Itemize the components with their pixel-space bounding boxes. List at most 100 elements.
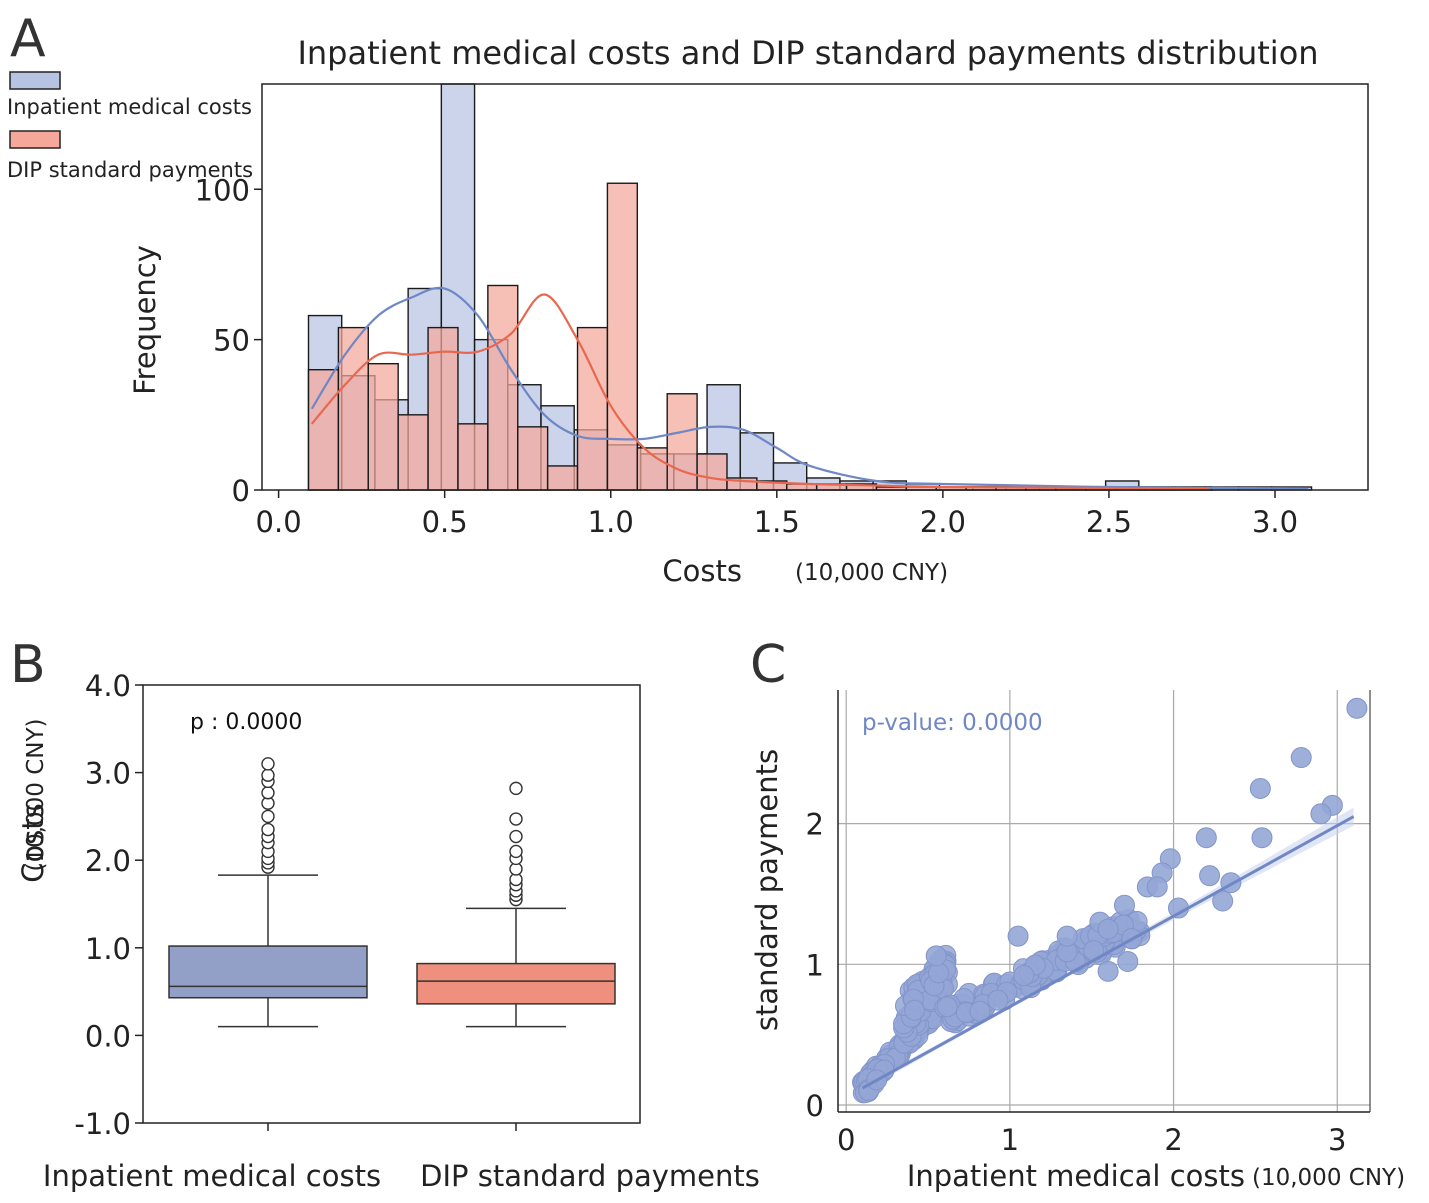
- boxplot-p-annotation: p : 0.0000: [190, 710, 302, 735]
- histogram-bar-dip: [487, 284, 519, 491]
- histogram-x-tick-label: 3.0: [1252, 505, 1298, 539]
- scatter-x-unit: (10,000 CNY): [1252, 1165, 1405, 1191]
- histogram-bar-dip: [606, 182, 639, 491]
- histogram-y-tick-label: 0: [232, 474, 250, 508]
- scatter-point: [1346, 697, 1368, 719]
- scatter-point: [925, 945, 947, 967]
- scatter-point: [1212, 890, 1234, 912]
- histogram-bar-dip: [367, 362, 399, 491]
- boxplot-outlier-inpatient: [261, 768, 275, 782]
- scatter-point: [1310, 803, 1332, 825]
- boxplot-x-ticks: Inpatient medical costs DIP standard pay…: [43, 1123, 760, 1193]
- histogram-bar-dip: [666, 393, 698, 491]
- panel-letter-b: B: [10, 635, 46, 695]
- regression-line: [861, 815, 1355, 1090]
- boxplot-outlier-dip: [509, 781, 523, 796]
- scatter-x-tick-label: 1: [1001, 1123, 1019, 1157]
- scatter-y-tick-label: 1: [806, 948, 824, 982]
- scatter-x-tick-label: 2: [1164, 1123, 1182, 1157]
- histogram-plot-frame: [261, 83, 1369, 491]
- scatter-point: [987, 989, 1009, 1011]
- scatter-p-annotation: p-value: 0.0000: [862, 710, 1043, 736]
- histogram-x-unit: (10,000 CNY): [795, 560, 948, 586]
- scatter-point: [1056, 925, 1078, 947]
- histogram-kde-lines: [310, 286, 1309, 490]
- histogram-bar-dip: [696, 453, 728, 491]
- panel-b: B -1.0 0.0 1.0 2.0 3.0 4.0 Inpatient medical …: [10, 635, 760, 1193]
- histogram-bars: [307, 83, 1313, 491]
- scatter-point: [1097, 918, 1119, 940]
- boxplot-box-inpatient: [168, 945, 368, 999]
- histogram-y-tick-label: 50: [213, 324, 250, 358]
- scatter-y-ticks: 0 1 2: [806, 808, 824, 1123]
- histogram-bar-dip: [397, 414, 429, 491]
- histogram-x-label: Costs: [662, 554, 742, 588]
- scatter-point: [1195, 827, 1217, 849]
- boxplot-outlier-inpatient: [261, 757, 275, 771]
- histogram-title: Inpatient medical costs and DIP standard…: [297, 34, 1318, 72]
- scatter-point: [1199, 865, 1221, 887]
- panel-letter-a: A: [10, 9, 46, 69]
- scatter-x-label: Inpatient medical costs: [907, 1159, 1245, 1193]
- boxplot-outlier-inpatient: [261, 809, 275, 824]
- histogram-bar-dip: [546, 465, 579, 491]
- scatter-point: [1097, 960, 1119, 982]
- histogram-bar-dip: [517, 426, 549, 491]
- histogram-y-tick-label: 100: [195, 173, 250, 207]
- panel-letter-c: C: [750, 635, 786, 695]
- scatter-point: [1249, 777, 1271, 799]
- boxplot-plot-frame: [142, 684, 641, 1124]
- histogram-x-tick-label: 1.5: [754, 505, 800, 539]
- kde-line-inpatient: [310, 286, 1309, 490]
- scatter-y-label: standard payments: [750, 749, 784, 1031]
- histogram-bar-dip: [337, 326, 369, 491]
- legend-label-inpatient: Inpatient medical costs: [7, 95, 252, 119]
- scatter-point: [1007, 925, 1029, 947]
- histogram-y-label: Frequency: [128, 245, 162, 395]
- boxplot-y-tick-label: 3.0: [85, 757, 131, 791]
- boxplot-y-tick-label: 4.0: [85, 669, 131, 703]
- histogram-x-tick-label: 1.0: [588, 505, 634, 539]
- boxplot-y-ticks: -1.0 0.0 1.0 2.0 3.0 4.0: [74, 669, 143, 1141]
- scatter-point: [1251, 827, 1273, 849]
- boxplot-outlier-inpatient: [261, 822, 275, 837]
- panel-c: C 0 1 2 3 0 1 2 p-value: 0.0000 standard paym…: [750, 635, 1405, 1193]
- boxplot-y-tick-label: -1.0: [74, 1107, 131, 1141]
- legend-swatch-inpatient: [9, 71, 61, 90]
- boxplot-outlier-dip: [509, 812, 523, 826]
- boxplot-y-label: Costs: [16, 803, 50, 883]
- legend-swatch-dip: [9, 130, 61, 149]
- scatter-points: [852, 697, 1368, 1104]
- scatter-point: [1013, 965, 1035, 987]
- histogram-x-ticks: 0.0 0.5 1.0 1.5 2.0 2.5 3.0: [256, 490, 1298, 539]
- scatter-y-tick-label: 0: [806, 1089, 824, 1123]
- scatter-x-tick-label: 3: [1328, 1123, 1346, 1157]
- legend-label-dip: DIP standard payments: [7, 158, 253, 182]
- histogram-x-tick-label: 2.0: [920, 505, 966, 539]
- boxplot-y-unit: (10,000 CNY): [23, 718, 49, 871]
- panel-a: A Inpatient medical costs and DIP standa…: [7, 9, 1369, 588]
- kde-line-dip: [310, 293, 1209, 490]
- boxplot-outlier-dip: [509, 829, 523, 844]
- scatter-point: [904, 999, 926, 1021]
- histogram-legend: Inpatient medical costs DIP standard pay…: [7, 71, 253, 182]
- boxplot-y-tick-label: 0.0: [85, 1019, 131, 1053]
- boxplot-outlier-inpatient: [261, 786, 275, 800]
- boxplot-x-label-dip: DIP standard payments: [420, 1159, 760, 1193]
- scatter-point: [969, 1000, 991, 1022]
- scatter-point: [1117, 950, 1139, 972]
- scatter-y-tick-label: 2: [806, 808, 824, 842]
- scatter-x-tick-label: 0: [837, 1123, 855, 1157]
- boxplot-box-dip: [416, 962, 616, 1005]
- scatter-point: [1146, 876, 1168, 898]
- boxplot-y-tick-label: 1.0: [85, 932, 131, 966]
- boxplot-outlier-dip: [509, 844, 523, 859]
- boxplot-y-tick-label: 2.0: [85, 844, 131, 878]
- histogram-x-tick-label: 0.0: [256, 505, 302, 539]
- scatter-point: [1113, 894, 1135, 916]
- scatter-point: [1290, 747, 1312, 769]
- boxplots: [168, 757, 616, 1028]
- scatter-point: [936, 996, 958, 1018]
- scatter-x-ticks: 0 1 2 3: [837, 1123, 1347, 1157]
